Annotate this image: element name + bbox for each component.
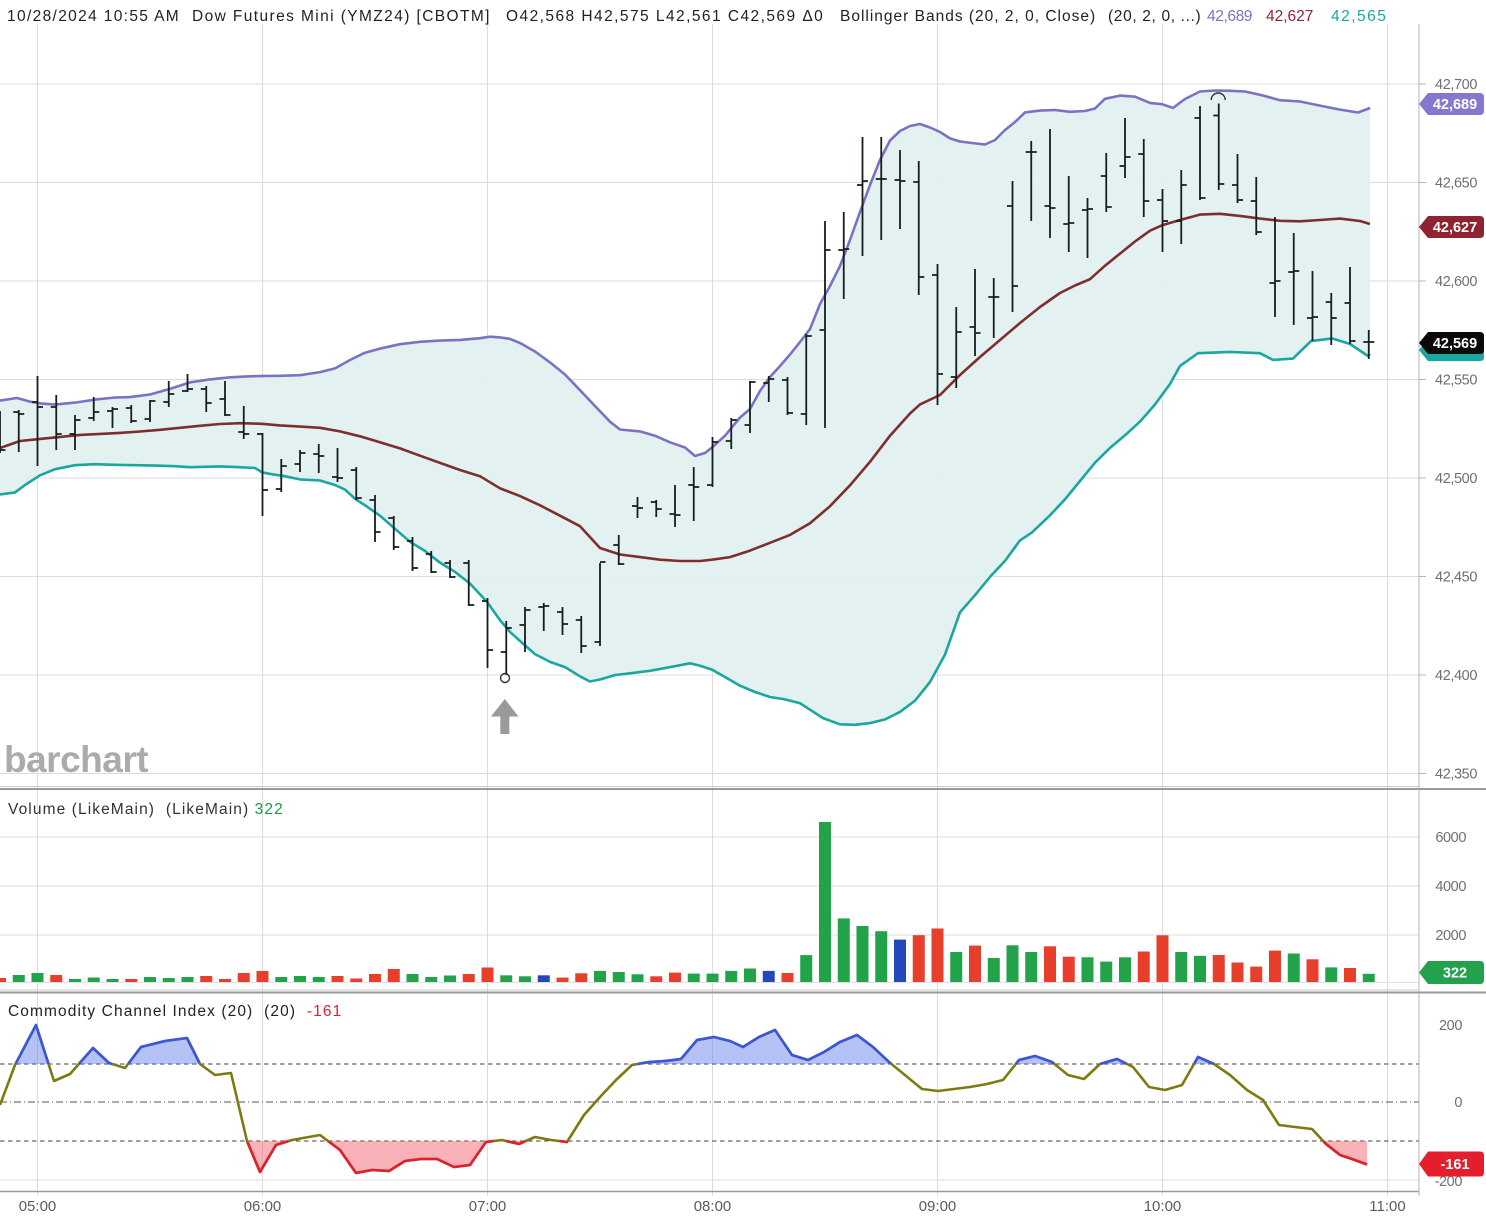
svg-text:42,350: 42,350 — [1435, 767, 1477, 783]
svg-text:6000: 6000 — [1435, 830, 1466, 846]
svg-text:42,400: 42,400 — [1435, 668, 1477, 684]
svg-text:4000: 4000 — [1435, 879, 1466, 895]
svg-text:Bollinger Bands (20, 2, 0, Clo: Bollinger Bands (20, 2, 0, Close) — [840, 8, 1096, 25]
svg-text:11:00: 11:00 — [1369, 1198, 1405, 1215]
svg-text:O42,568 H42,575 L42,561 C42,56: O42,568 H42,575 L42,561 C42,569 Δ0 — [506, 8, 824, 25]
svg-text:42,650: 42,650 — [1435, 176, 1477, 192]
svg-text:(20, 2, 0, ...): (20, 2, 0, ...) — [1108, 8, 1201, 25]
svg-text:42,689: 42,689 — [1433, 97, 1477, 113]
svg-text:0: 0 — [1454, 1095, 1462, 1111]
svg-text:10:00: 10:00 — [1144, 1198, 1182, 1215]
svg-text:322: 322 — [1443, 966, 1467, 982]
svg-text:42,565: 42,565 — [1331, 8, 1387, 25]
svg-text:42,600: 42,600 — [1435, 274, 1477, 290]
svg-text:10/28/2024 10:55 AM: 10/28/2024 10:55 AM — [7, 8, 180, 25]
svg-text:09:00: 09:00 — [919, 1198, 957, 1215]
svg-text:Dow Futures Mini (YMZ24) [CBOT: Dow Futures Mini (YMZ24) [CBOTM] — [192, 8, 491, 25]
svg-text:42,550: 42,550 — [1435, 373, 1477, 389]
svg-text:Volume (LikeMain) (LikeMain): Volume (LikeMain) (LikeMain) 322 — [8, 801, 284, 818]
svg-text:05:00: 05:00 — [19, 1198, 57, 1215]
svg-text:42,700: 42,700 — [1435, 77, 1477, 93]
svg-text:42,627: 42,627 — [1433, 220, 1477, 236]
svg-text:07:00: 07:00 — [469, 1198, 507, 1215]
svg-text:42,500: 42,500 — [1435, 471, 1477, 487]
svg-text:barchart: barchart — [4, 739, 148, 780]
svg-text:200: 200 — [1439, 1018, 1462, 1034]
svg-text:42,627: 42,627 — [1266, 8, 1313, 25]
svg-text:-161: -161 — [1440, 1157, 1469, 1173]
svg-text:42,450: 42,450 — [1435, 570, 1477, 586]
svg-text:2000: 2000 — [1435, 928, 1466, 944]
svg-text:42,569: 42,569 — [1433, 336, 1477, 352]
svg-text:08:00: 08:00 — [694, 1198, 732, 1215]
svg-text:Commodity Channel Index (20): Commodity Channel Index (20) (20) -161 — [8, 1003, 342, 1020]
svg-text:42,689: 42,689 — [1207, 8, 1252, 25]
svg-text:06:00: 06:00 — [244, 1198, 282, 1215]
svg-text:-200: -200 — [1435, 1174, 1463, 1190]
